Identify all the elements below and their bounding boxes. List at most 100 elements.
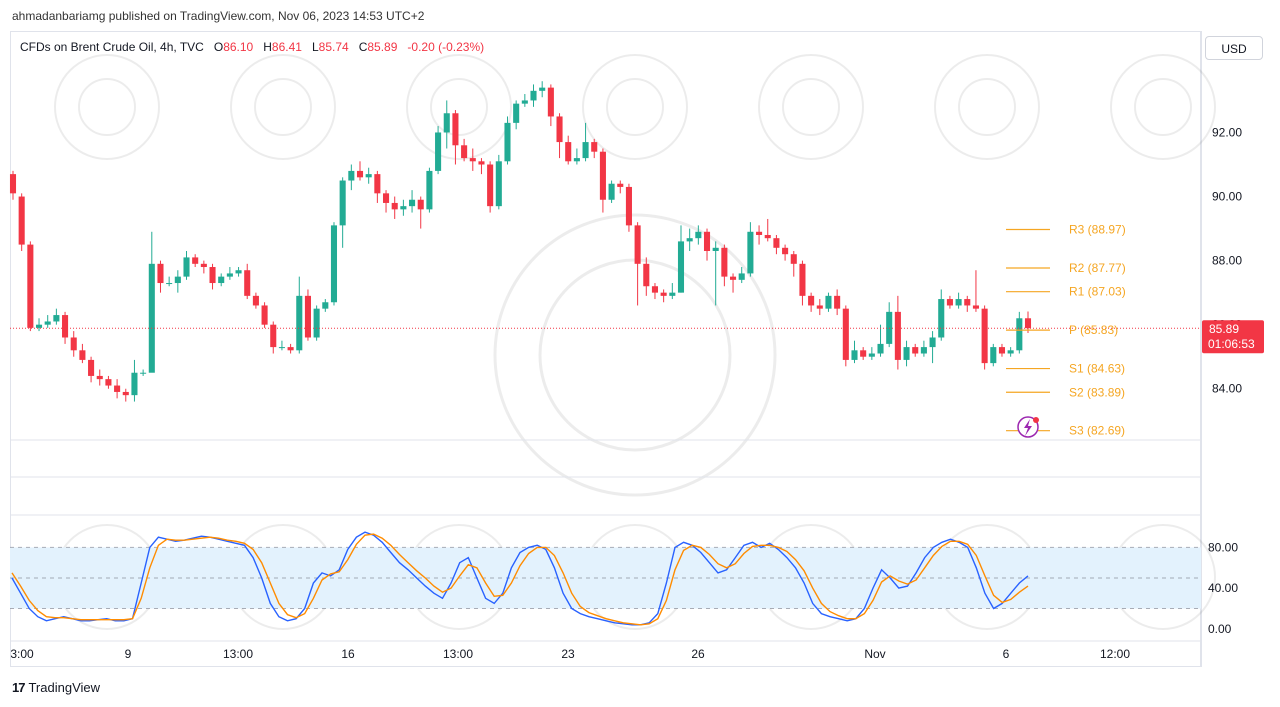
candle-body — [946, 299, 953, 306]
candle-body — [53, 315, 60, 322]
candle-body — [9, 174, 17, 194]
candle-body — [782, 247, 789, 255]
candle-body — [938, 299, 945, 338]
candle-body — [330, 225, 338, 303]
time-tick-label: 13:00 — [443, 647, 473, 661]
stochastic-tick-label: 80.00 — [1208, 540, 1238, 554]
price-axis-divider — [1201, 31, 1202, 667]
candle-body — [148, 263, 155, 373]
candle-body — [669, 292, 676, 296]
published-line: ahmadanbariamg published on TradingView.… — [12, 9, 425, 23]
candle-body — [703, 231, 711, 251]
candle-body — [1016, 318, 1023, 351]
watermark-seal-icon — [493, 213, 777, 497]
candle-body — [539, 87, 546, 91]
time-tick-label: 23 — [561, 647, 575, 661]
candle-body — [677, 241, 685, 293]
candle-body — [903, 347, 910, 360]
candle-body — [339, 180, 346, 226]
candle-body — [140, 372, 147, 374]
high-value: 86.41 — [271, 40, 302, 54]
candle-body — [955, 299, 962, 306]
watermark-seal-icon — [78, 78, 136, 136]
watermark-seal-icon — [254, 78, 312, 136]
candle-body — [382, 193, 390, 203]
price-tick-label: 90.00 — [1212, 190, 1242, 204]
stochastic-tick-label: 40.00 — [1208, 581, 1238, 595]
candle-body — [400, 206, 407, 210]
candle-body — [547, 87, 554, 117]
candle-body — [495, 161, 502, 207]
candle-body — [183, 257, 190, 277]
candle-body — [825, 295, 832, 309]
candle-body — [912, 347, 919, 354]
candle-body — [409, 199, 416, 207]
candle-body — [461, 145, 468, 159]
candle-body — [374, 174, 381, 194]
candle-body — [209, 267, 216, 284]
pivot-label: R3 (88.97) — [1069, 223, 1126, 237]
tradingview-logo-icon: 17 — [12, 680, 26, 695]
candle-body — [738, 273, 745, 280]
candle-body — [304, 295, 311, 338]
currency-button[interactable]: USD — [1205, 36, 1263, 60]
candle-body — [27, 244, 34, 328]
time-tick-label: 13:00 — [223, 647, 253, 661]
candle-body — [860, 350, 867, 357]
pivot-label: P (85.83) — [1069, 323, 1118, 337]
candle-body — [634, 225, 641, 264]
candle-body — [122, 391, 129, 396]
candle-body — [426, 170, 433, 210]
candle-body — [591, 142, 598, 152]
candle-body — [851, 350, 858, 360]
candle-body — [192, 257, 199, 264]
candle-body — [252, 295, 259, 306]
candle-body — [964, 299, 971, 306]
candle-body — [608, 183, 615, 200]
change-value: -0.20 (-0.23%) — [407, 40, 485, 54]
chart-panel[interactable] — [10, 31, 1201, 667]
candle-body — [773, 238, 780, 248]
watermark-seal-icon — [538, 258, 732, 452]
candle-body — [235, 270, 242, 274]
candle-body — [1024, 318, 1032, 329]
pivot-label: S1 (84.63) — [1069, 362, 1125, 376]
candle-body — [79, 350, 86, 360]
candle-body — [18, 196, 25, 245]
price-tick-label: 88.00 — [1212, 254, 1242, 268]
time-tick-label: 9 — [125, 647, 132, 661]
candle-body — [929, 337, 936, 348]
candle-body — [348, 170, 355, 181]
open-label: O — [213, 40, 224, 54]
candle-body — [157, 263, 164, 284]
candle-body — [452, 113, 459, 146]
candle-body — [530, 90, 537, 101]
candle-body — [96, 375, 103, 380]
candle-body — [131, 372, 138, 396]
candle-body — [487, 164, 494, 207]
candle-body — [513, 103, 520, 123]
candle-body — [799, 263, 806, 296]
candle-body — [660, 292, 667, 296]
candle-body — [270, 324, 277, 348]
candle-body — [70, 337, 77, 351]
watermark-seal-icon — [406, 54, 512, 160]
watermark-seal-icon — [758, 54, 864, 160]
candle-body — [417, 199, 424, 210]
candle-body — [105, 379, 112, 386]
candle-body — [200, 263, 207, 268]
candle-body — [261, 305, 268, 325]
candle-body — [998, 347, 1006, 354]
candle-body — [435, 132, 442, 171]
candle-body — [504, 122, 511, 162]
candle-body — [1007, 350, 1014, 354]
candle-body — [695, 231, 702, 239]
candle-body — [443, 113, 450, 133]
last-price-value: 85.89 — [1209, 322, 1239, 336]
time-tick-label: 12:00 — [1100, 647, 1130, 661]
tradingview-logo-text: TradingView — [28, 680, 101, 695]
candle-body — [816, 305, 823, 309]
pivot-label: S3 (82.69) — [1069, 424, 1125, 438]
candle-body — [365, 174, 372, 178]
